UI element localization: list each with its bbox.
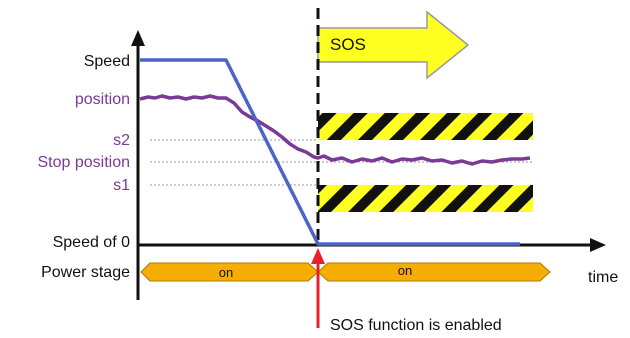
marker-arrowhead [311, 248, 325, 264]
x-axis-arrowhead [590, 238, 606, 252]
hatch-band-upper [318, 113, 533, 140]
label-stop-position: Stop position [37, 154, 130, 171]
hatch-band-lower [318, 185, 533, 212]
power-stage-bar: on on [140, 262, 551, 282]
label-s2: s2 [113, 132, 130, 149]
speed-curve [140, 58, 520, 246]
y-axis-arrowhead [131, 30, 145, 46]
label-position: position [75, 91, 130, 108]
power-stage-segment-2 [317, 262, 551, 282]
label-speed: Speed [84, 53, 130, 70]
axes [131, 30, 606, 300]
sos-arrow: SOS [317, 10, 470, 80]
sos-arrow-label: SOS [330, 35, 366, 54]
power-stage-segment-2-label: on [398, 263, 412, 278]
annotation-sos-enabled: SOS function is enabled [330, 317, 502, 334]
label-power-stage: Power stage [41, 264, 130, 281]
sos-enable-marker [311, 248, 325, 328]
label-speed-of-0: Speed of 0 [53, 234, 131, 251]
position-curve [139, 94, 531, 166]
label-s1: s1 [113, 177, 130, 194]
label-time: time [588, 269, 618, 286]
power-stage-segment-1-label: on [219, 265, 233, 280]
power-stage-segment-1 [140, 262, 319, 282]
